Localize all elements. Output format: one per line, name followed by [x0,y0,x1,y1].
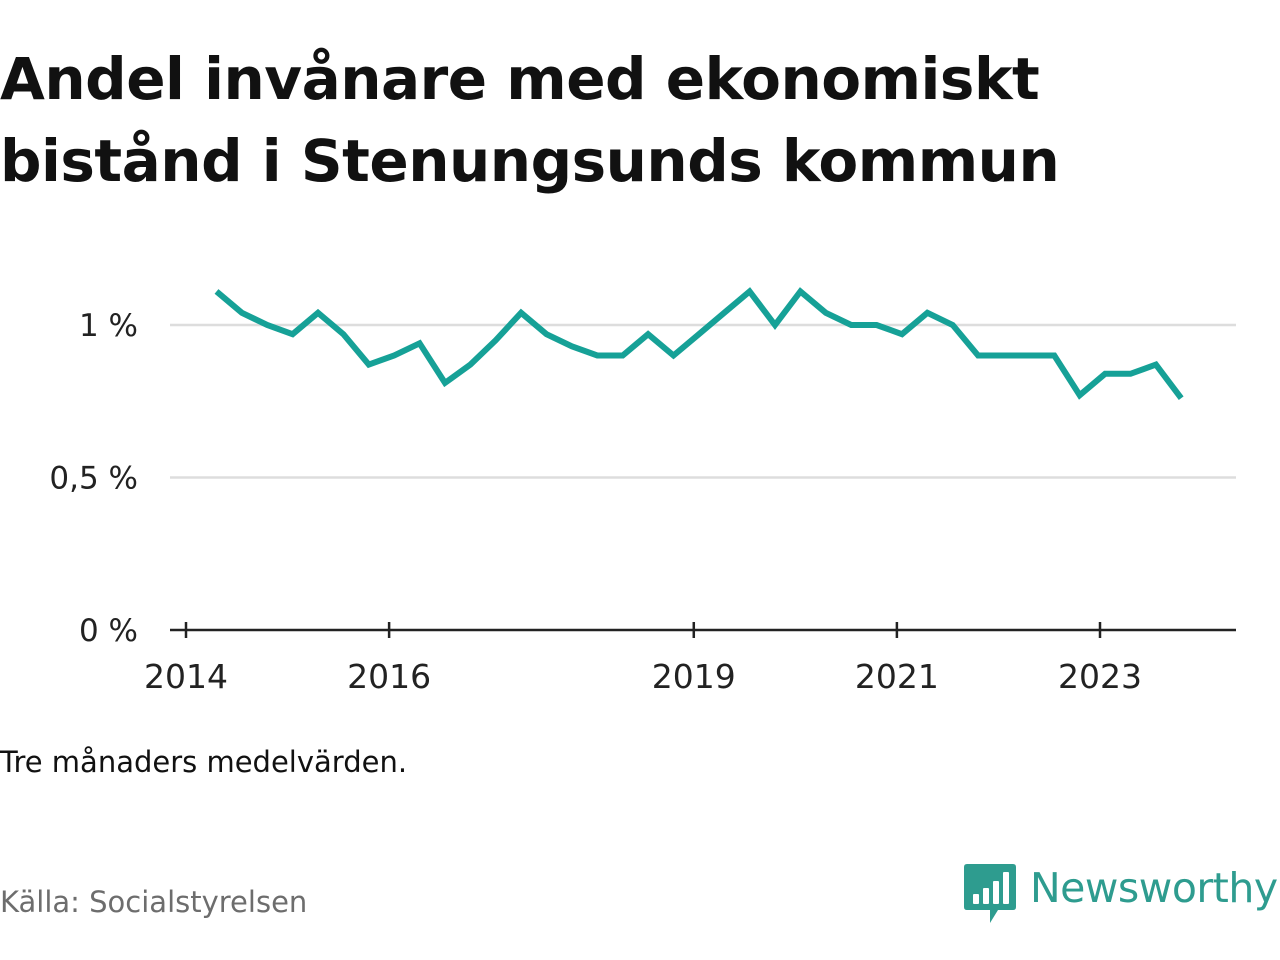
series-line-0 [214,287,1184,401]
brand-logo-link[interactable]: Newsworthy [964,864,1280,928]
x-axis-labels: 2014 2016 2019 2021 2023 [144,657,1142,696]
gridlines [170,323,1236,479]
source-credit: Källa: Socialstyrelsen [0,885,308,919]
x-tick-label: 2019 [652,657,736,696]
bar-chart-speech-bubble-icon [964,864,1016,923]
y-axis-labels: 0 % 0,5 % 1 % [49,308,138,649]
x-tick-label: 2021 [855,657,939,696]
x-tick-label: 2023 [1058,657,1142,696]
y-tick-label: 0 % [79,613,138,649]
chart-note: Tre månaders medelvärden. [0,745,408,779]
line-chart: 0 % 0,5 % 1 % 2014 2016 2019 2021 2023 [49,287,1236,696]
y-tick-label: 0,5 % [49,461,138,497]
y-tick-label: 1 % [79,308,138,344]
series [214,287,1184,401]
x-axis [170,622,1236,638]
brand-name: Newsworthy [1030,864,1278,912]
x-tick-label: 2016 [347,657,431,696]
x-tick-label: 2014 [144,657,228,696]
chart-title: Andel invånare med ekonomiskt bistånd i … [0,45,1060,195]
